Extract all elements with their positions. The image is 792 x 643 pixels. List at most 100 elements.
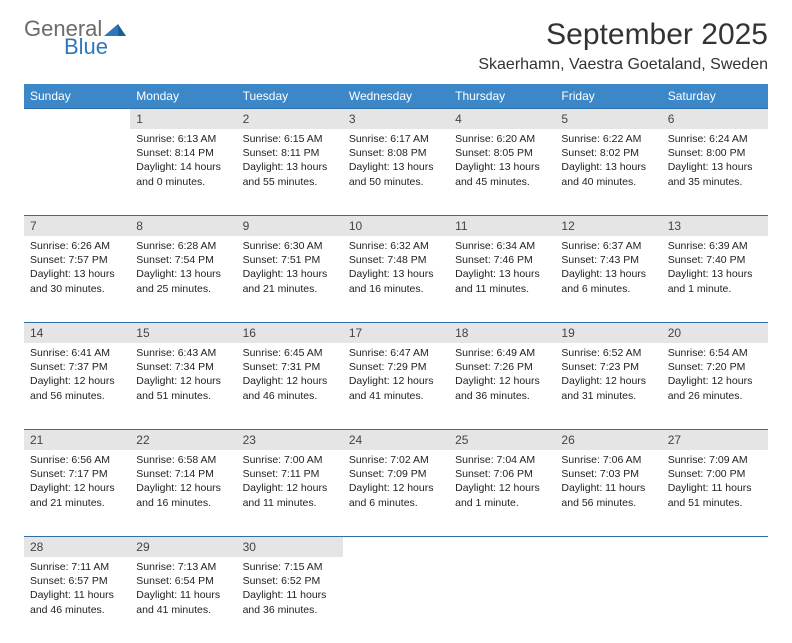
day-number: 10 xyxy=(343,215,449,236)
heading-block: September 2025 Skaerhamn, Vaestra Goetal… xyxy=(478,18,768,74)
day-number-cell: 9 xyxy=(237,215,343,236)
day-number-cell: 3 xyxy=(343,108,449,129)
day-number: 1 xyxy=(130,108,236,129)
day-body: Sunrise: 6:49 AMSunset: 7:26 PMDaylight:… xyxy=(449,343,555,409)
day-number-cell: 6 xyxy=(662,108,768,129)
day-header: Friday xyxy=(555,84,661,108)
daybody-row: Sunrise: 6:56 AMSunset: 7:17 PMDaylight:… xyxy=(24,450,768,536)
day-number xyxy=(555,536,661,557)
day-number-cell: 8 xyxy=(130,215,236,236)
day-number-cell: 16 xyxy=(237,322,343,343)
day-number-cell: 10 xyxy=(343,215,449,236)
day-body: Sunrise: 6:17 AMSunset: 8:08 PMDaylight:… xyxy=(343,129,449,195)
day-number: 13 xyxy=(662,215,768,236)
day-body-cell: Sunrise: 6:22 AMSunset: 8:02 PMDaylight:… xyxy=(555,129,661,215)
day-body: Sunrise: 6:52 AMSunset: 7:23 PMDaylight:… xyxy=(555,343,661,409)
day-number xyxy=(449,536,555,557)
day-body-cell xyxy=(449,557,555,643)
day-body-cell: Sunrise: 7:02 AMSunset: 7:09 PMDaylight:… xyxy=(343,450,449,536)
day-number xyxy=(24,108,130,129)
day-body-cell: Sunrise: 7:09 AMSunset: 7:00 PMDaylight:… xyxy=(662,450,768,536)
day-number-cell xyxy=(24,108,130,129)
day-number: 25 xyxy=(449,429,555,450)
day-number: 29 xyxy=(130,536,236,557)
day-body-cell: Sunrise: 7:11 AMSunset: 6:57 PMDaylight:… xyxy=(24,557,130,643)
day-body-cell: Sunrise: 6:52 AMSunset: 7:23 PMDaylight:… xyxy=(555,343,661,429)
day-body-cell: Sunrise: 6:39 AMSunset: 7:40 PMDaylight:… xyxy=(662,236,768,322)
day-body: Sunrise: 6:24 AMSunset: 8:00 PMDaylight:… xyxy=(662,129,768,195)
day-number-cell xyxy=(449,536,555,557)
day-number: 27 xyxy=(662,429,768,450)
day-number-cell xyxy=(343,536,449,557)
day-body-cell: Sunrise: 6:56 AMSunset: 7:17 PMDaylight:… xyxy=(24,450,130,536)
day-number-cell xyxy=(662,536,768,557)
daybody-row: Sunrise: 7:11 AMSunset: 6:57 PMDaylight:… xyxy=(24,557,768,643)
day-number-cell: 7 xyxy=(24,215,130,236)
day-number-cell: 30 xyxy=(237,536,343,557)
day-body-cell: Sunrise: 6:43 AMSunset: 7:34 PMDaylight:… xyxy=(130,343,236,429)
day-number-cell: 5 xyxy=(555,108,661,129)
day-body: Sunrise: 6:47 AMSunset: 7:29 PMDaylight:… xyxy=(343,343,449,409)
day-number: 8 xyxy=(130,215,236,236)
day-body: Sunrise: 6:56 AMSunset: 7:17 PMDaylight:… xyxy=(24,450,130,516)
day-body: Sunrise: 6:26 AMSunset: 7:57 PMDaylight:… xyxy=(24,236,130,302)
day-number-cell: 18 xyxy=(449,322,555,343)
day-number: 11 xyxy=(449,215,555,236)
day-body-cell: Sunrise: 6:37 AMSunset: 7:43 PMDaylight:… xyxy=(555,236,661,322)
day-number: 4 xyxy=(449,108,555,129)
day-body: Sunrise: 6:37 AMSunset: 7:43 PMDaylight:… xyxy=(555,236,661,302)
day-number-cell: 24 xyxy=(343,429,449,450)
day-body: Sunrise: 6:30 AMSunset: 7:51 PMDaylight:… xyxy=(237,236,343,302)
daybody-row: Sunrise: 6:13 AMSunset: 8:14 PMDaylight:… xyxy=(24,129,768,215)
day-body-cell: Sunrise: 6:32 AMSunset: 7:48 PMDaylight:… xyxy=(343,236,449,322)
day-body: Sunrise: 7:11 AMSunset: 6:57 PMDaylight:… xyxy=(24,557,130,623)
day-body: Sunrise: 6:13 AMSunset: 8:14 PMDaylight:… xyxy=(130,129,236,195)
day-number: 3 xyxy=(343,108,449,129)
day-body: Sunrise: 7:00 AMSunset: 7:11 PMDaylight:… xyxy=(237,450,343,516)
day-number-cell: 12 xyxy=(555,215,661,236)
day-body-cell: Sunrise: 6:26 AMSunset: 7:57 PMDaylight:… xyxy=(24,236,130,322)
day-number-cell: 17 xyxy=(343,322,449,343)
day-header: Tuesday xyxy=(237,84,343,108)
day-header: Saturday xyxy=(662,84,768,108)
day-body: Sunrise: 6:54 AMSunset: 7:20 PMDaylight:… xyxy=(662,343,768,409)
day-body-cell: Sunrise: 6:34 AMSunset: 7:46 PMDaylight:… xyxy=(449,236,555,322)
day-number: 5 xyxy=(555,108,661,129)
day-number-cell: 15 xyxy=(130,322,236,343)
day-number: 7 xyxy=(24,215,130,236)
day-number: 6 xyxy=(662,108,768,129)
calendar-table: SundayMondayTuesdayWednesdayThursdayFrid… xyxy=(24,84,768,643)
topbar: General Blue September 2025 Skaerhamn, V… xyxy=(24,18,768,74)
day-body-cell: Sunrise: 6:20 AMSunset: 8:05 PMDaylight:… xyxy=(449,129,555,215)
day-header: Sunday xyxy=(24,84,130,108)
day-body: Sunrise: 6:28 AMSunset: 7:54 PMDaylight:… xyxy=(130,236,236,302)
day-body-cell: Sunrise: 6:45 AMSunset: 7:31 PMDaylight:… xyxy=(237,343,343,429)
day-body-cell: Sunrise: 6:58 AMSunset: 7:14 PMDaylight:… xyxy=(130,450,236,536)
day-header-row: SundayMondayTuesdayWednesdayThursdayFrid… xyxy=(24,84,768,108)
day-number: 20 xyxy=(662,322,768,343)
daynum-row: 14151617181920 xyxy=(24,322,768,343)
daynum-row: 78910111213 xyxy=(24,215,768,236)
day-number-cell: 13 xyxy=(662,215,768,236)
day-number: 18 xyxy=(449,322,555,343)
day-number-cell: 21 xyxy=(24,429,130,450)
day-number-cell: 19 xyxy=(555,322,661,343)
day-body-cell: Sunrise: 7:13 AMSunset: 6:54 PMDaylight:… xyxy=(130,557,236,643)
day-body-cell: Sunrise: 7:15 AMSunset: 6:52 PMDaylight:… xyxy=(237,557,343,643)
day-body: Sunrise: 6:39 AMSunset: 7:40 PMDaylight:… xyxy=(662,236,768,302)
day-number-cell: 4 xyxy=(449,108,555,129)
daynum-row: 123456 xyxy=(24,108,768,129)
day-number-cell: 27 xyxy=(662,429,768,450)
day-number-cell: 2 xyxy=(237,108,343,129)
day-body-cell: Sunrise: 7:06 AMSunset: 7:03 PMDaylight:… xyxy=(555,450,661,536)
day-number-cell: 26 xyxy=(555,429,661,450)
day-number-cell: 22 xyxy=(130,429,236,450)
day-number: 24 xyxy=(343,429,449,450)
day-body-cell xyxy=(662,557,768,643)
day-number xyxy=(662,536,768,557)
daybody-row: Sunrise: 6:41 AMSunset: 7:37 PMDaylight:… xyxy=(24,343,768,429)
day-number xyxy=(343,536,449,557)
day-number-cell: 25 xyxy=(449,429,555,450)
day-header: Wednesday xyxy=(343,84,449,108)
day-body-cell: Sunrise: 6:24 AMSunset: 8:00 PMDaylight:… xyxy=(662,129,768,215)
